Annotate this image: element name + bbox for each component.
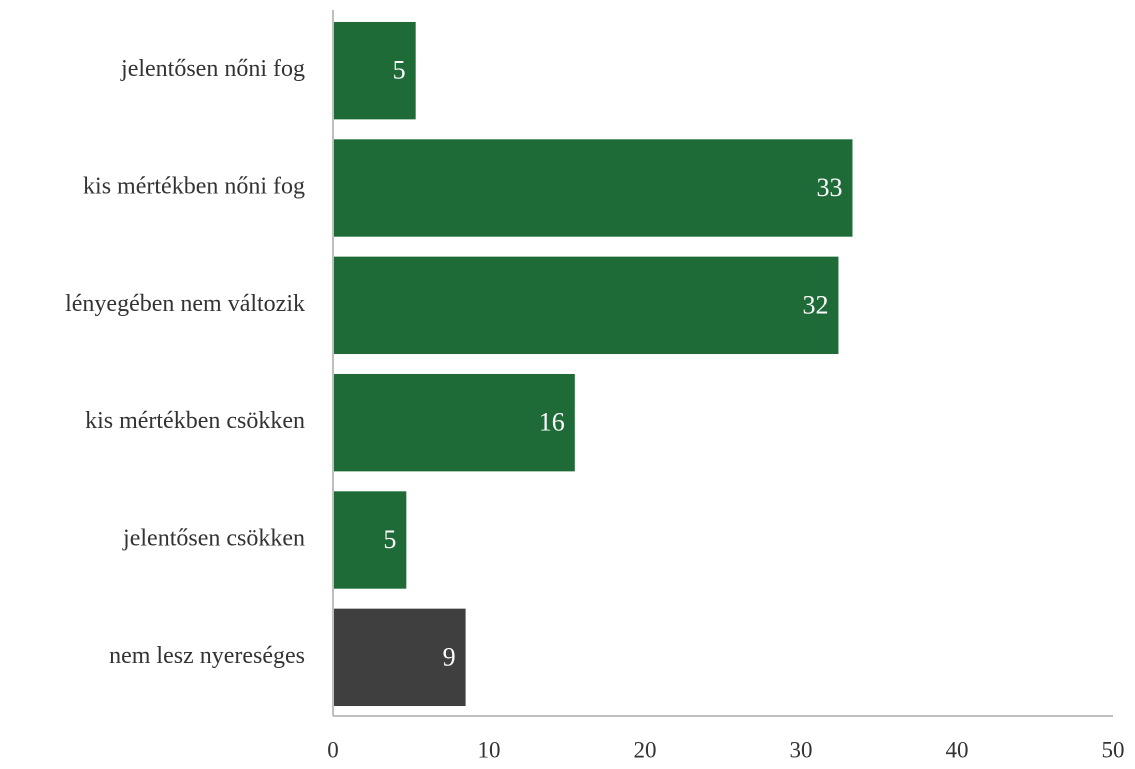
value-label: 16 bbox=[539, 408, 565, 437]
value-label: 32 bbox=[802, 290, 828, 319]
y-tick-label: jelentősen nőni fog bbox=[120, 56, 305, 82]
x-tick-label: 50 bbox=[1102, 737, 1125, 762]
value-label: 5 bbox=[393, 56, 406, 85]
x-tick-label: 10 bbox=[478, 737, 501, 762]
bar bbox=[333, 608, 466, 707]
bar bbox=[333, 139, 853, 237]
bar bbox=[333, 256, 839, 355]
x-tick-label: 30 bbox=[790, 737, 813, 762]
y-tick-label: kis mértékben nőni fog bbox=[83, 174, 305, 200]
y-tick-label: nem lesz nyereséges bbox=[109, 643, 305, 669]
y-tick-label: lényegében nem változik bbox=[65, 291, 305, 317]
value-label: 9 bbox=[443, 642, 456, 671]
value-label: 33 bbox=[816, 173, 842, 202]
x-tick-label: 0 bbox=[327, 737, 339, 762]
bar bbox=[333, 491, 407, 589]
x-tick-label: 20 bbox=[634, 737, 657, 762]
bar bbox=[333, 21, 416, 120]
bar bbox=[333, 373, 575, 472]
y-tick-label: jelentősen csökken bbox=[122, 526, 305, 552]
y-tick-label: kis mértékben csökken bbox=[85, 408, 305, 434]
x-tick-label: 40 bbox=[946, 737, 969, 762]
value-label: 5 bbox=[383, 525, 396, 554]
